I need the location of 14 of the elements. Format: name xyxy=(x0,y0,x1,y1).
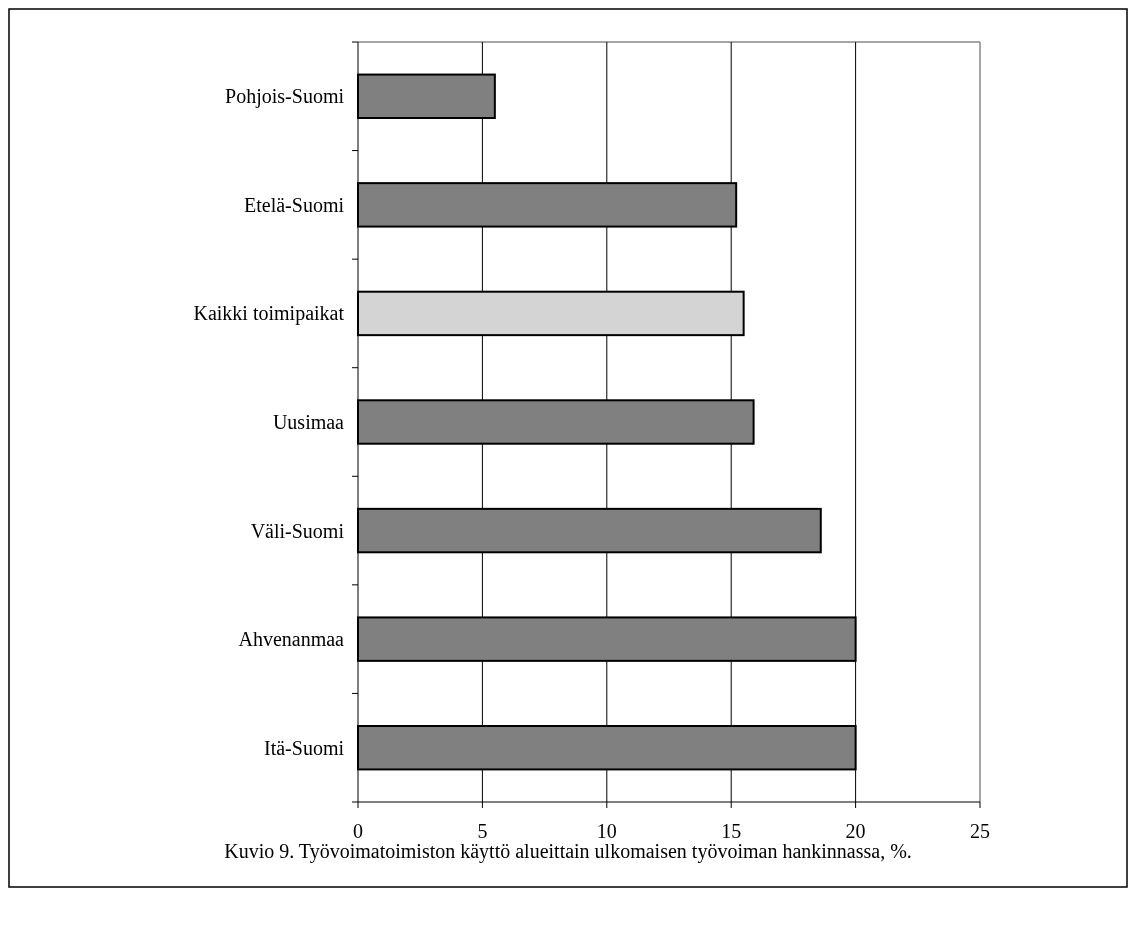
x-tick-label: 5 xyxy=(477,820,488,842)
x-tick-label: 10 xyxy=(596,820,617,842)
y-tick-label: Pohjois-Suomi xyxy=(225,85,345,109)
x-tick-label: 15 xyxy=(721,820,742,842)
y-tick-label: Ahvenanmaa xyxy=(238,628,345,651)
x-tick-label: 25 xyxy=(970,820,990,842)
y-tick-label: Itä-Suomi xyxy=(264,736,345,759)
y-tick-label: Etelä-Suomi xyxy=(244,193,345,216)
y-tick-label: Uusimaa xyxy=(272,411,345,433)
y-tick-label: Väli-Suomi xyxy=(250,519,345,542)
text: Kuvio 9. Työvoimatoimiston käyttö alueittain ulkomaisen työvoiman hankinnassa, %. xyxy=(224,840,912,863)
y-tick-label: Kaikki toimipaikat xyxy=(193,302,345,326)
x-tick-label: 20 xyxy=(845,820,866,842)
x-tick-label: 0 xyxy=(353,820,363,842)
